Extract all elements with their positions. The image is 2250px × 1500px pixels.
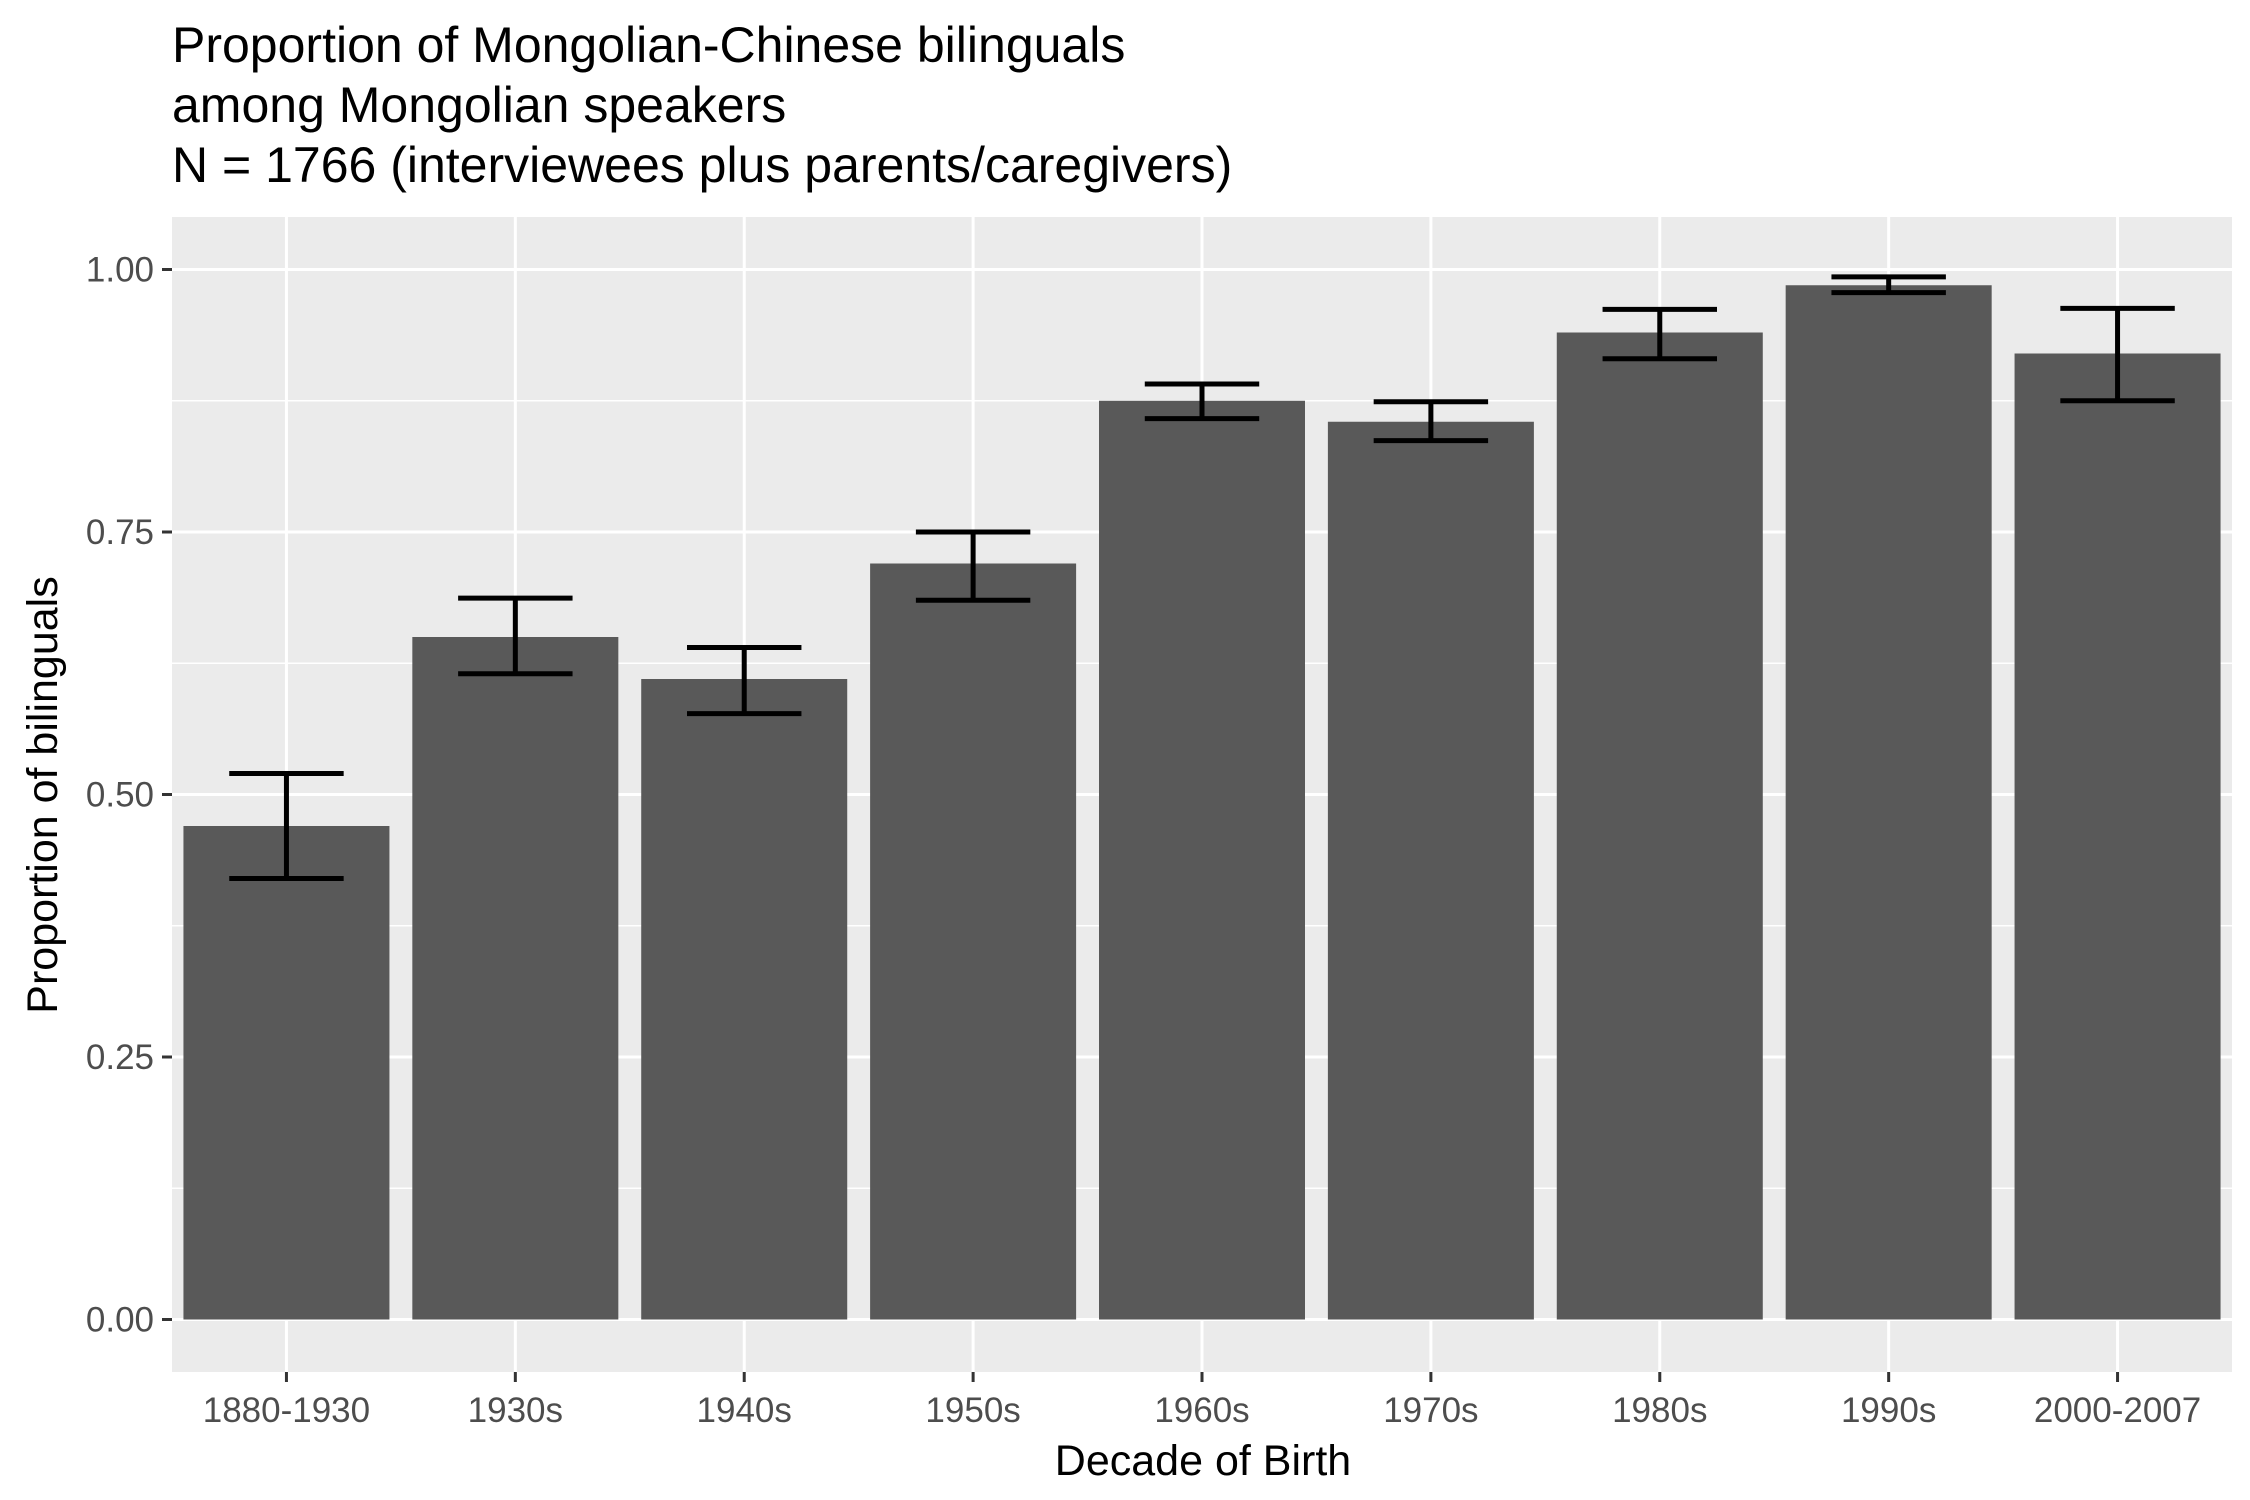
x-tick-label: 1930s xyxy=(468,1391,563,1430)
x-tick-label: 1970s xyxy=(1383,1391,1478,1430)
x-tick-label: 1940s xyxy=(697,1391,792,1430)
x-tick-label: 1960s xyxy=(1154,1391,1249,1430)
chart-title: Proportion of Mongolian-Chinese bilingua… xyxy=(172,17,1232,193)
bar-1930s xyxy=(412,637,619,1320)
bar-1970s xyxy=(1327,421,1534,1320)
bar-1950s xyxy=(870,563,1077,1320)
y-tick-label: 1.00 xyxy=(86,251,154,290)
x-axis: 1880-1930 1930s 1940s 1950s 1960s 1970s 1980s 1… xyxy=(203,1372,2201,1430)
error-bar-1950s xyxy=(915,529,1031,603)
error-bars xyxy=(229,274,2175,881)
x-tick-label: 1880-1930 xyxy=(203,1391,370,1430)
error-bar-2000-2007 xyxy=(2060,305,2175,404)
y-axis-title: Proportion of bilinguals xyxy=(19,576,67,1013)
error-bar-1880-1930 xyxy=(229,771,344,881)
x-tick-label: 2000-2007 xyxy=(2034,1391,2201,1430)
bar-1880-1930 xyxy=(183,826,390,1320)
x-tick-label: 1990s xyxy=(1841,1391,1936,1430)
y-tick-label: 0.75 xyxy=(86,513,154,552)
y-axis: 0.00 0.25 0.50 0.75 1.00 xyxy=(86,251,172,1340)
error-bar-1930s xyxy=(458,595,573,677)
bar-1940s xyxy=(641,679,848,1320)
y-tick-label: 0.00 xyxy=(86,1301,154,1340)
bar-1990s xyxy=(1785,285,1992,1320)
y-tick-label: 0.50 xyxy=(86,776,154,815)
bar-1960s xyxy=(1099,400,1305,1320)
title-line-1: Proportion of Mongolian-Chinese bilingua… xyxy=(172,17,1125,73)
error-bar-1990s xyxy=(1831,274,1946,296)
bar-2000-2007 xyxy=(2014,353,2221,1320)
error-bar-1940s xyxy=(687,645,802,717)
bars xyxy=(183,285,2221,1320)
error-bar-1960s xyxy=(1144,381,1260,422)
x-tick-label: 1980s xyxy=(1612,1391,1707,1430)
bar-1980s xyxy=(1556,332,1763,1320)
x-axis-title: Decade of Birth xyxy=(1055,1437,1351,1485)
error-bar-1970s xyxy=(1373,399,1489,444)
title-line-3: N = 1766 (interviewees plus parents/care… xyxy=(172,137,1232,193)
error-bar-1980s xyxy=(1602,306,1717,362)
y-tick-label: 0.25 xyxy=(86,1038,154,1077)
x-tick-label: 1950s xyxy=(925,1391,1020,1430)
title-line-2: among Mongolian speakers xyxy=(172,77,786,133)
